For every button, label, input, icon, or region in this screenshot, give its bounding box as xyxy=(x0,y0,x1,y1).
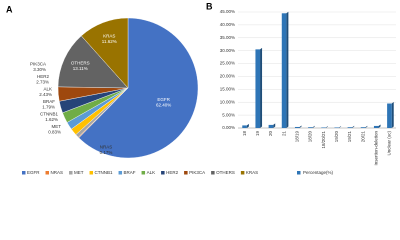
bar-side xyxy=(325,125,328,128)
bar xyxy=(321,127,326,128)
y-tick-label: 30.00% xyxy=(220,48,235,53)
legend-label: PIK3CA xyxy=(189,170,205,175)
bar xyxy=(294,126,300,128)
x-tick-label: Unclear (uc) xyxy=(387,131,392,156)
legend-label: ALK xyxy=(147,170,156,175)
bar-side xyxy=(246,123,249,128)
legend-label: OTHERS xyxy=(216,170,235,175)
bar-side xyxy=(352,125,355,128)
y-tick-label: 45.00% xyxy=(220,9,235,14)
legend-swatch xyxy=(118,171,123,175)
slice-value-label: 11.62% xyxy=(102,39,117,44)
x-tick-label: 19 xyxy=(255,131,260,137)
legend-swatch xyxy=(211,171,215,175)
x-tick-label: 20 xyxy=(268,131,273,137)
panel-letter: A xyxy=(6,4,13,14)
legend-swatch xyxy=(141,171,146,175)
bar-side xyxy=(339,125,342,128)
pie-slice xyxy=(81,17,129,89)
bar xyxy=(387,103,392,128)
slice-label: MET xyxy=(52,124,62,129)
pie-slice xyxy=(57,35,129,89)
bar xyxy=(360,127,366,128)
slice-label: BRAF xyxy=(43,99,55,104)
legend-swatch xyxy=(161,171,165,175)
y-tick-label: 15.00% xyxy=(220,87,235,92)
legend-label: KRAS xyxy=(246,170,258,175)
bar xyxy=(373,125,379,128)
slice-label: OTHERS xyxy=(71,61,90,66)
legend-swatch xyxy=(69,171,73,175)
y-tick-label: 40.00% xyxy=(220,22,235,27)
legend-swatch xyxy=(240,171,245,175)
bar-side xyxy=(273,123,276,128)
y-tick-label: 20.00% xyxy=(220,74,235,79)
pie-slice xyxy=(78,17,199,159)
figure: A B EGFR62.40%NRAS0.17%MET0.83%CTNNB11.6… xyxy=(6,1,396,176)
panel-letter: B xyxy=(206,1,213,11)
x-tick-label: 19/20 xyxy=(334,131,339,143)
slice-value-label: 0.83% xyxy=(48,129,61,134)
y-tick-label: 25.00% xyxy=(220,61,235,66)
y-tick-label: 35.00% xyxy=(220,35,235,40)
slice-value-label: 62.40% xyxy=(156,103,171,108)
slice-label: PIK3CA xyxy=(30,61,46,66)
slice-value-label: 2.43% xyxy=(39,92,52,97)
x-tick-label: 20/21 xyxy=(360,131,365,143)
bar xyxy=(242,125,247,128)
x-tick-label: 19/21 xyxy=(347,131,352,143)
slice-value-label: 0.17% xyxy=(100,150,113,155)
bar xyxy=(347,127,353,128)
bar-side xyxy=(312,125,315,128)
slice-value-label: 1.62% xyxy=(45,117,58,122)
y-tick-label: 0.00% xyxy=(222,125,235,130)
legend-label: EGFR xyxy=(27,170,40,175)
legend-swatch xyxy=(184,171,188,175)
x-tick-label: 18/20 xyxy=(308,131,313,143)
bar xyxy=(281,13,287,129)
slice-label: ALK xyxy=(43,86,52,91)
bar-side xyxy=(365,125,368,128)
bar-side xyxy=(286,11,289,129)
slice-label: EGFR xyxy=(157,97,170,102)
slice-label: KRAS xyxy=(103,33,115,38)
legend-label: MET xyxy=(74,170,84,175)
y-tick-label: 10.00% xyxy=(220,99,235,104)
bar xyxy=(308,127,313,128)
x-tick-label: 18/19 xyxy=(294,131,299,143)
y-tick-label: 5.00% xyxy=(222,112,235,117)
legend-label: CTNNB1 xyxy=(95,170,113,175)
bar-side xyxy=(299,125,302,128)
bar xyxy=(334,127,340,128)
bar-side xyxy=(391,102,394,128)
legend-label: BRAF xyxy=(124,170,136,175)
x-tick-label: 18/20/21 xyxy=(321,131,326,149)
legend-label: HER2 xyxy=(166,170,179,175)
slice-value-label: 3.30% xyxy=(33,67,46,72)
x-tick-label: 21 xyxy=(281,131,286,137)
slice-value-label: 13.11% xyxy=(73,66,88,71)
slice-label: NRAS xyxy=(100,144,113,149)
slice-label: HER2 xyxy=(37,74,50,79)
slice-label: CTNNB1 xyxy=(40,111,58,116)
legend-swatch xyxy=(45,171,50,175)
legend-label: NRAS xyxy=(51,170,64,175)
legend-swatch xyxy=(297,171,301,175)
bar xyxy=(255,49,261,128)
slice-value-label: 2.73% xyxy=(36,79,49,84)
bar xyxy=(268,124,274,128)
legend-swatch xyxy=(89,171,94,175)
x-tick-label: Insertion-deletion xyxy=(373,131,378,166)
legend-label: Percentage(%) xyxy=(303,170,334,175)
x-tick-label: 18 xyxy=(242,131,247,137)
slice-value-label: 1.79% xyxy=(42,104,55,109)
bar-side xyxy=(260,47,263,128)
legend-swatch xyxy=(22,171,26,175)
bar-side xyxy=(378,124,381,128)
